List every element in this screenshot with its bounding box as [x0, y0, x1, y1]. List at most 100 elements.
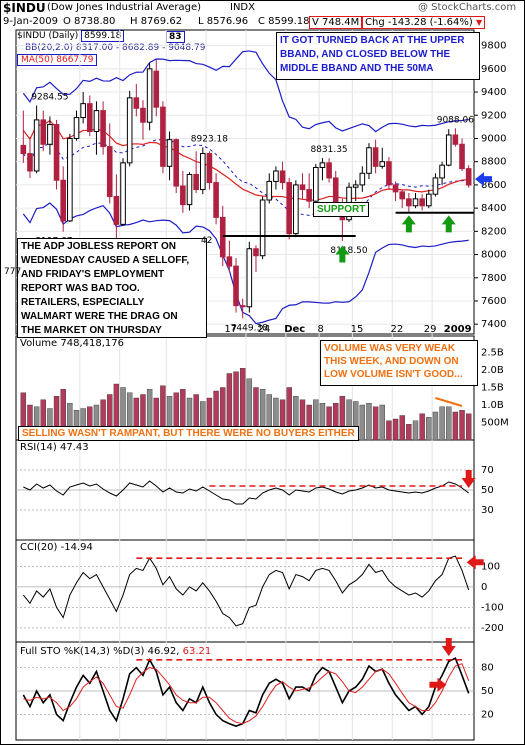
candle-body: [465, 168, 472, 186]
legend-ma: MA(50) 8667.79: [17, 54, 98, 66]
annotation-line: VOLUME WAS VERY WEAK: [324, 343, 456, 354]
volume-bar: [399, 415, 405, 441]
quote-volume: V 748.4M: [309, 16, 363, 29]
candle-body: [86, 103, 93, 133]
candle-body: [439, 164, 445, 179]
volume-bar: [459, 410, 465, 441]
candle-body: [199, 153, 206, 191]
volume-bar: [379, 404, 385, 441]
volume-axis-label: 2.5B: [481, 348, 504, 359]
candle-body: [226, 256, 233, 267]
annotation-volume: VOLUME WAS VERY WEAK THIS WEEK, AND DOWN…: [320, 340, 478, 386]
candle-body: [186, 173, 193, 206]
candle-body: [47, 124, 53, 145]
sto-axis-label: 50: [481, 686, 494, 697]
annotation-line: MIDDLE BBAND AND THE 50MA: [280, 63, 434, 74]
volume-bar: [372, 406, 379, 441]
candle-body: [386, 161, 392, 186]
watermark: @ StockCharts.com: [418, 2, 517, 13]
annotation-top-right: IT GOT TURNED BACK AT THE UPPER BBAND, A…: [276, 32, 480, 80]
price-extreme-label: 8923.18: [191, 134, 228, 144]
candle-body: [53, 124, 60, 181]
candle-body: [140, 107, 146, 123]
down-arrow-icon: ▼: [476, 18, 483, 27]
candle-body: [266, 180, 273, 201]
sto-panel: [16, 657, 474, 727]
candle-body: [419, 198, 425, 207]
legend-last-value: 8599.18: [81, 30, 125, 42]
candle-body: [412, 198, 419, 207]
candle-body: [100, 110, 106, 148]
x-axis-label: 8: [317, 324, 323, 335]
sto-axis-label: 20: [481, 709, 494, 720]
candle-body: [40, 119, 47, 145]
volume-bar: [432, 411, 439, 441]
candle-body: [133, 97, 140, 109]
support-label: SUPPORT: [313, 202, 370, 217]
candle-body: [372, 147, 379, 167]
x-axis-label: 17: [224, 324, 237, 335]
rsi-line: [23, 480, 469, 505]
candle-body: [293, 184, 299, 235]
candle-body: [392, 184, 399, 193]
quote-close: C 8599.18: [258, 16, 310, 27]
candle-body: [160, 106, 166, 167]
sto-label-b: 63.21: [182, 646, 212, 657]
candle-body: [352, 184, 359, 188]
candle-body: [60, 179, 67, 222]
candle-body: [299, 184, 306, 191]
support-arrow-icon: [335, 245, 350, 263]
exchange: INDX: [230, 2, 255, 13]
candle-body: [93, 110, 100, 133]
candle-body: [146, 68, 153, 123]
cci-axis-label: -100: [481, 602, 504, 613]
cci-axis-label: 0: [481, 582, 487, 593]
cci-frame: [15, 539, 475, 643]
candle-body: [113, 196, 120, 225]
candle-body: [67, 137, 73, 222]
quote-date: 9-Jan-2009: [3, 16, 58, 27]
candle-body: [253, 248, 259, 257]
volume-bar: [439, 406, 445, 441]
candle-body: [286, 182, 293, 235]
candle-body: [326, 162, 332, 179]
candle-body: [180, 185, 186, 206]
annotation-line: THIS WEEK, AND DOWN ON: [324, 356, 459, 367]
candle-body: [153, 70, 160, 108]
sto-k-line: [22, 657, 470, 727]
candle-body: [366, 147, 372, 174]
volume-trend-arrow: [435, 397, 463, 407]
price-extreme-label: 7449.38: [231, 324, 268, 334]
candle-body: [359, 172, 366, 186]
quote-high: H 8769.62: [130, 16, 183, 27]
annotation-line: RETAILERS, ESPECIALLY: [21, 297, 145, 308]
price-extreme-label: 9088.06: [437, 115, 474, 125]
candle-body: [459, 143, 465, 170]
volume-bar: [419, 413, 425, 441]
candle-body: [27, 153, 33, 172]
candle-body: [173, 139, 180, 187]
x-axis-label: 15: [351, 324, 364, 335]
cci-axis-label: 100: [481, 561, 500, 572]
price-axis-label: 7800: [481, 273, 506, 284]
sto-axis-label: 80: [481, 663, 494, 674]
candle-body: [239, 305, 246, 308]
cci-line: [22, 555, 470, 627]
candle-body: [259, 199, 266, 257]
annotation-line: THE MARKET ON THURSDAY: [21, 325, 162, 336]
sto-d-line: [23, 663, 470, 725]
price-axis-label: 8800: [481, 157, 506, 168]
annotation-line: REPORT WAS BAD TOO.: [21, 283, 140, 294]
rsi-axis-label: 70: [481, 465, 494, 476]
candle-body: [432, 177, 439, 195]
price-axis-label: 9800: [481, 41, 506, 52]
bb-middle-line: [22, 139, 469, 218]
series-label: $INDU (Daily): [17, 31, 79, 41]
price-axis-label: 9400: [481, 87, 506, 98]
candle-body: [20, 144, 27, 155]
candle-body: [126, 97, 133, 164]
x-axis-label: 24: [258, 324, 271, 335]
candle-body: [233, 265, 239, 307]
volume-label: Volume 748,418,176: [20, 338, 124, 349]
candle-body: [213, 182, 219, 218]
